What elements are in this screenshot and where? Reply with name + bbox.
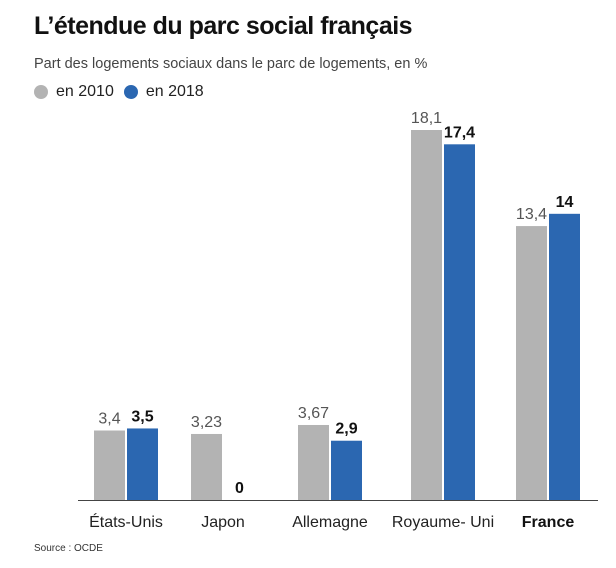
bar-japon-en-2010 [191,433,222,500]
legend-label-2018: en 2018 [145,83,204,100]
source-note: Source : OCDE [34,543,103,554]
bar-france-en-2010 [516,226,547,501]
value-label-allemagne-en-2018: 2,9 [335,421,357,438]
legend: en 2010 en 2018 [34,83,214,101]
category-label-royaume-uni: Royaume- Uni [392,514,494,531]
legend-item-2018: en 2018 [123,83,204,101]
bar-royaume-uni-en-2010 [411,130,442,500]
category-label--tats-unis: États-Unis [89,512,163,531]
value-label-japon-en-2018: 0 [235,480,244,497]
value-label--tats-unis-en-2018: 3,5 [131,408,153,425]
bar--tats-unis-en-2018 [127,428,158,500]
legend-label-2010: en 2010 [56,83,114,100]
legend-swatch-2010 [34,85,48,99]
category-label-allemagne: Allemagne [292,514,368,531]
value-label--tats-unis-en-2010: 3,4 [98,410,120,427]
value-label-allemagne-en-2010: 3,67 [298,405,329,422]
value-label-royaume-uni-en-2010: 18,1 [411,110,442,127]
value-label-france-en-2018: 14 [556,194,574,211]
bar-france-en-2018 [549,213,580,501]
bar-allemagne-en-2018 [331,440,362,500]
value-label-japon-en-2010: 3,23 [191,414,222,431]
legend-swatch-2018 [123,85,138,99]
value-label-royaume-uni-en-2018: 17,4 [444,124,475,141]
value-label-france-en-2010: 13,4 [516,206,547,223]
bar-allemagne-en-2010 [298,424,329,500]
bar--tats-unis-en-2010 [94,430,125,500]
legend-item-2010: en 2010 [34,83,114,101]
category-label-france: France [522,514,575,531]
category-label-japon: Japon [201,514,245,531]
chart-subtitle: Part des logements sociaux dans le parc … [34,56,428,72]
bar-royaume-uni-en-2018 [444,144,475,500]
chart-title: L’étendue du parc social français [34,12,413,40]
